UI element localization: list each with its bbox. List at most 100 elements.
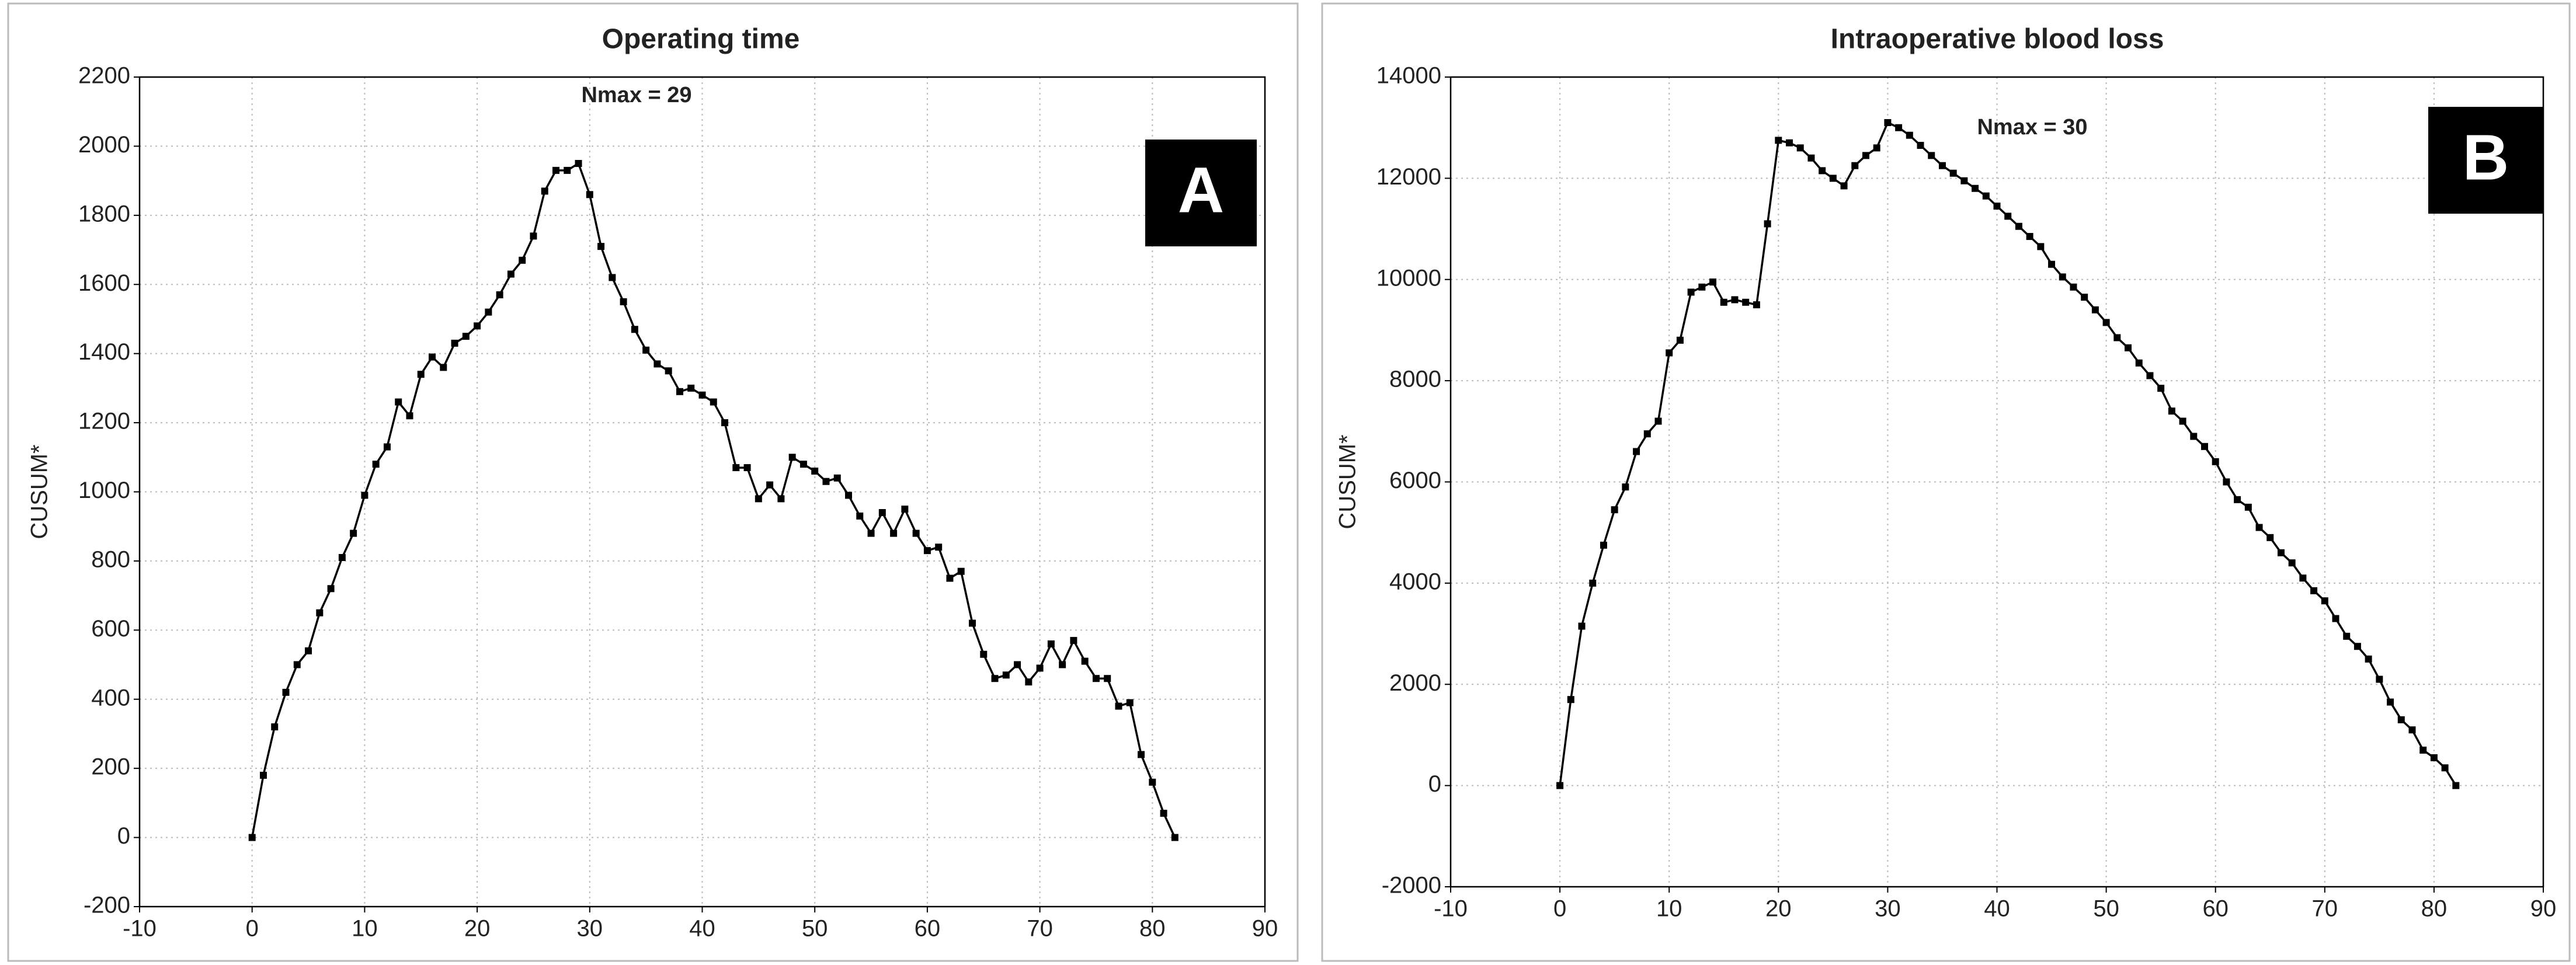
data-point bbox=[665, 367, 672, 375]
data-point bbox=[1160, 810, 1167, 817]
data-point bbox=[2070, 283, 2077, 291]
data-point bbox=[1884, 119, 1892, 127]
data-point bbox=[2091, 306, 2099, 313]
x-tick-label: 70 bbox=[1027, 916, 1053, 942]
y-tick-label: 6000 bbox=[1389, 468, 1441, 493]
data-point bbox=[1047, 640, 1055, 648]
data-point bbox=[609, 274, 616, 281]
data-point bbox=[811, 467, 819, 475]
data-point bbox=[2419, 746, 2427, 754]
data-point bbox=[1567, 696, 1574, 703]
data-point bbox=[2037, 243, 2045, 250]
data-point bbox=[597, 243, 605, 250]
data-point bbox=[890, 529, 898, 537]
data-point bbox=[777, 495, 785, 503]
y-tick-label: -2000 bbox=[1382, 873, 1441, 898]
data-point bbox=[282, 688, 290, 696]
data-point bbox=[519, 256, 526, 264]
data-point bbox=[1851, 162, 1859, 169]
y-tick-label: 200 bbox=[91, 754, 130, 780]
data-point bbox=[552, 166, 559, 174]
data-point bbox=[1938, 162, 1946, 169]
data-point bbox=[1949, 169, 1957, 177]
data-point bbox=[2190, 433, 2198, 440]
data-point bbox=[327, 585, 335, 593]
data-point bbox=[541, 187, 548, 195]
data-point bbox=[564, 166, 571, 174]
data-point bbox=[2004, 212, 2012, 220]
data-point bbox=[2059, 273, 2066, 281]
data-point bbox=[1643, 430, 1651, 438]
data-point bbox=[1611, 506, 1618, 514]
data-point bbox=[507, 270, 514, 278]
y-tick-label: 12000 bbox=[1376, 164, 1441, 190]
y-tick-label: 14000 bbox=[1376, 63, 1441, 89]
y-tick-label: -200 bbox=[84, 893, 130, 918]
data-point bbox=[248, 834, 256, 841]
data-point bbox=[361, 492, 369, 499]
y-tick-label: 2000 bbox=[78, 132, 130, 158]
data-point bbox=[1633, 448, 1640, 455]
data-point bbox=[451, 339, 458, 347]
data-point bbox=[2212, 458, 2219, 465]
y-tick-label: 1600 bbox=[78, 270, 130, 296]
data-point bbox=[1171, 834, 1179, 841]
data-point bbox=[2081, 294, 2088, 301]
data-point bbox=[1775, 137, 1782, 144]
data-point bbox=[305, 647, 312, 654]
data-point bbox=[1764, 220, 1771, 228]
x-tick-label: 0 bbox=[246, 916, 259, 942]
y-tick-label: 1800 bbox=[78, 201, 130, 227]
data-point bbox=[732, 464, 740, 472]
data-point bbox=[1796, 144, 1804, 152]
data-point bbox=[1666, 349, 1673, 357]
data-point bbox=[1556, 782, 1564, 789]
data-point bbox=[1138, 751, 1145, 758]
data-point bbox=[2125, 344, 2132, 351]
data-point bbox=[372, 461, 380, 468]
y-tick-label: 600 bbox=[91, 616, 130, 642]
panel-label-box bbox=[1145, 140, 1257, 246]
data-point bbox=[788, 454, 796, 461]
data-point bbox=[1014, 661, 1021, 668]
panel-label: A bbox=[1178, 155, 1224, 227]
data-point bbox=[1622, 483, 1629, 491]
x-tick-label: 10 bbox=[1656, 896, 1682, 922]
y-tick-label: 0 bbox=[117, 823, 130, 849]
data-point bbox=[1600, 541, 1607, 549]
data-point bbox=[2321, 597, 2328, 605]
data-point bbox=[1092, 675, 1100, 682]
data-point bbox=[1786, 139, 1793, 147]
data-point bbox=[1972, 184, 1979, 192]
data-point bbox=[2026, 233, 2033, 241]
data-point bbox=[1895, 124, 1903, 131]
data-point bbox=[586, 191, 593, 198]
data-point bbox=[980, 650, 988, 658]
y-tick-label: 800 bbox=[91, 546, 130, 572]
data-point bbox=[474, 322, 481, 330]
data-point bbox=[845, 492, 853, 499]
data-point bbox=[1873, 144, 1880, 152]
data-point bbox=[1115, 702, 1122, 710]
data-point bbox=[293, 661, 301, 668]
data-point bbox=[338, 553, 346, 561]
data-point bbox=[1906, 131, 1913, 139]
data-point bbox=[957, 567, 965, 575]
data-point bbox=[1982, 192, 1990, 200]
data-point bbox=[1002, 671, 1010, 679]
data-point bbox=[395, 398, 402, 406]
data-point bbox=[799, 461, 807, 468]
plot-border bbox=[138, 76, 1266, 908]
data-point bbox=[631, 326, 638, 333]
data-point bbox=[1731, 296, 1739, 304]
data-point bbox=[755, 495, 762, 503]
y-axis-label: CUSUM* bbox=[27, 444, 53, 539]
x-tick-label: 40 bbox=[689, 916, 715, 942]
data-point bbox=[620, 298, 627, 305]
x-tick-label: 50 bbox=[2093, 896, 2119, 922]
data-point bbox=[1917, 142, 1924, 149]
data-point bbox=[1698, 283, 1706, 291]
data-point bbox=[417, 371, 425, 378]
data-point bbox=[1589, 579, 1597, 587]
data-point bbox=[642, 346, 650, 354]
